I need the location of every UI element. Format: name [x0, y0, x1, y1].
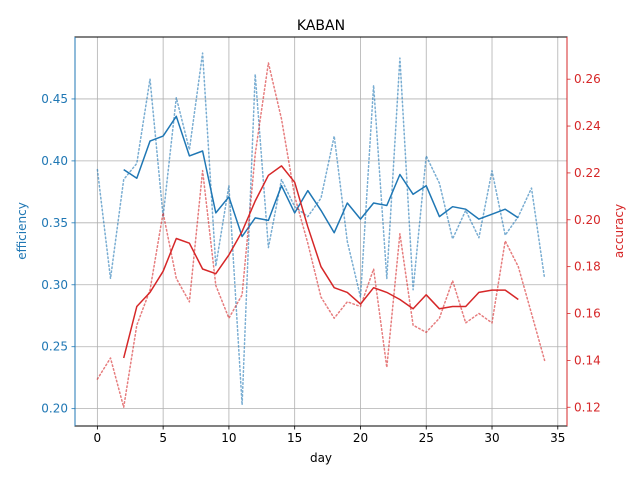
series-layer: [96, 52, 546, 409]
y-left-tick-label: 0.20: [41, 402, 68, 416]
y-right-tick-label: 0.26: [574, 72, 601, 86]
grid: [75, 37, 567, 426]
y-left-tick-label: 0.45: [41, 92, 68, 106]
accuracy-dotted-series-line: [96, 62, 546, 409]
x-tick-label: 25: [419, 431, 434, 445]
axes: 0 5 10 15 20 25 30 35 0.20 0.25 0.30 0.35 0.40 0.45 0.…: [41, 37, 601, 445]
y-right-tick-label: 0.16: [574, 307, 601, 321]
y-axis-left-label: efficiency: [15, 202, 29, 260]
x-tick-label: 15: [287, 431, 302, 445]
x-tick-label: 10: [221, 431, 236, 445]
x-tick-label: 5: [159, 431, 167, 445]
chart-title: KABAN: [297, 18, 345, 34]
efficiency-solid-series-line: [123, 115, 519, 238]
y-left-tick-label: 0.40: [41, 154, 68, 168]
y-right-tick-label: 0.18: [574, 260, 601, 274]
x-tick-label: 30: [484, 431, 499, 445]
y-right-tick-label: 0.14: [574, 353, 601, 367]
efficiency-dotted-series-line: [96, 52, 546, 406]
y-right-tick-label: 0.20: [574, 213, 601, 227]
x-axis-label: day: [310, 451, 332, 465]
y-axis-right-label: accuracy: [612, 204, 626, 258]
x-tick-label: 35: [550, 431, 565, 445]
y-left-tick-label: 0.25: [41, 340, 68, 354]
y-left-tick-label: 0.35: [41, 216, 68, 230]
plot-frame: [74, 36, 568, 427]
x-tick-label: 0: [94, 431, 102, 445]
y-right-tick-label: 0.24: [574, 119, 601, 133]
accuracy-solid-series-line: [122, 165, 519, 359]
y-left-tick-label: 0.30: [41, 278, 68, 292]
x-tick-label: 20: [353, 431, 368, 445]
y-right-tick-label: 0.22: [574, 166, 601, 180]
y-right-tick-label: 0.12: [574, 400, 601, 414]
